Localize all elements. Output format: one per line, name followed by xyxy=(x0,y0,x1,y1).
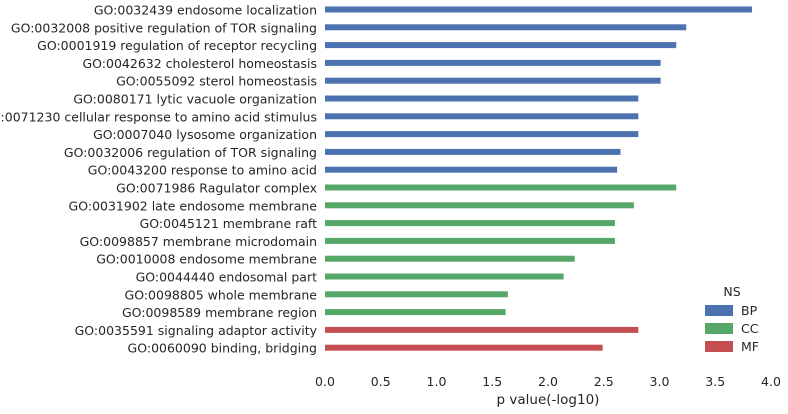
category-label: GO:0032006 regulation of TOR signaling xyxy=(64,145,317,160)
category-label: GO:0060090 binding, bridging xyxy=(128,341,317,356)
legend: NS BP CC MF xyxy=(705,284,759,354)
bar-12 xyxy=(325,202,634,209)
x-tick-label: 4.0 xyxy=(761,374,781,389)
bars-layer xyxy=(325,6,753,351)
x-axis-ticks: 0.0 0.5 1.0 1.5 2.0 2.5 3.0 3.5 4.0 xyxy=(315,374,781,389)
bar-2 xyxy=(325,24,687,31)
bar-3 xyxy=(325,42,677,49)
bar-16 xyxy=(325,273,564,280)
bar-20 xyxy=(325,344,603,351)
bar-8 xyxy=(325,131,639,138)
bar-13 xyxy=(325,220,615,227)
legend-title: NS xyxy=(723,284,740,299)
category-label: GO:0055092 sterol homeostasis xyxy=(116,74,317,89)
bar-15 xyxy=(325,255,575,262)
bar-5 xyxy=(325,77,661,84)
x-tick-label: 3.5 xyxy=(705,374,725,389)
x-tick-label: 0.0 xyxy=(315,374,335,389)
x-tick-label: 1.5 xyxy=(482,374,502,389)
bar-7 xyxy=(325,113,639,120)
legend-label-cc: CC xyxy=(741,321,759,336)
bar-1 xyxy=(325,6,753,13)
bar-9 xyxy=(325,148,621,155)
category-label: GO:0045121 membrane raft xyxy=(140,216,318,231)
category-label: GO:0007040 lysosome organization xyxy=(93,127,317,142)
category-label: GO:0001919 regulation of receptor recycl… xyxy=(37,38,317,53)
category-label: GO:0043200 response to amino acid xyxy=(88,163,317,178)
category-label: GO:0042632 cholesterol homeostasis xyxy=(83,56,318,71)
bar-6 xyxy=(325,95,639,102)
legend-swatch-bp xyxy=(705,305,733,316)
category-label: GO:0071230 cellular response to amino ac… xyxy=(0,109,317,124)
category-labels: GO:0032439 endosome localization GO:00320… xyxy=(0,3,318,356)
category-label: GO:0044440 endosomal part xyxy=(136,270,318,285)
legend-swatch-mf xyxy=(705,341,733,352)
bar-10 xyxy=(325,166,618,173)
category-label: GO:0035591 signaling adaptor activity xyxy=(75,323,318,338)
category-label: GO:0098805 whole membrane xyxy=(125,287,318,302)
x-tick-label: 2.0 xyxy=(538,374,558,389)
legend-entries: BP CC MF xyxy=(705,303,759,354)
x-tick-label: 3.0 xyxy=(650,374,670,389)
bar-17 xyxy=(325,291,508,298)
x-tick-label: 0.5 xyxy=(371,374,391,389)
category-label: GO:0031902 late endosome membrane xyxy=(69,198,318,213)
legend-label-bp: BP xyxy=(741,303,758,318)
bar-11 xyxy=(325,184,677,191)
legend-label-mf: MF xyxy=(741,339,759,354)
category-label: GO:0098589 membrane region xyxy=(122,305,317,320)
bar-4 xyxy=(325,59,661,66)
category-label: GO:0098857 membrane microdomain xyxy=(80,234,317,249)
category-label: GO:0032439 endosome localization xyxy=(94,3,317,18)
x-tick-label: 1.0 xyxy=(427,374,447,389)
legend-swatch-cc xyxy=(705,323,733,334)
x-axis-title: p value(-log10) xyxy=(497,392,600,408)
category-label: GO:0080171 lytic vacuole organization xyxy=(73,92,317,107)
category-label: GO:0032008 positive regulation of TOR si… xyxy=(11,20,317,35)
x-tick-label: 2.5 xyxy=(594,374,614,389)
bar-18 xyxy=(325,309,506,316)
bar-19 xyxy=(325,326,639,333)
category-label: GO:0071986 Ragulator complex xyxy=(116,181,317,196)
category-label: GO:0010008 endosome membrane xyxy=(96,252,317,267)
bar-14 xyxy=(325,237,615,244)
